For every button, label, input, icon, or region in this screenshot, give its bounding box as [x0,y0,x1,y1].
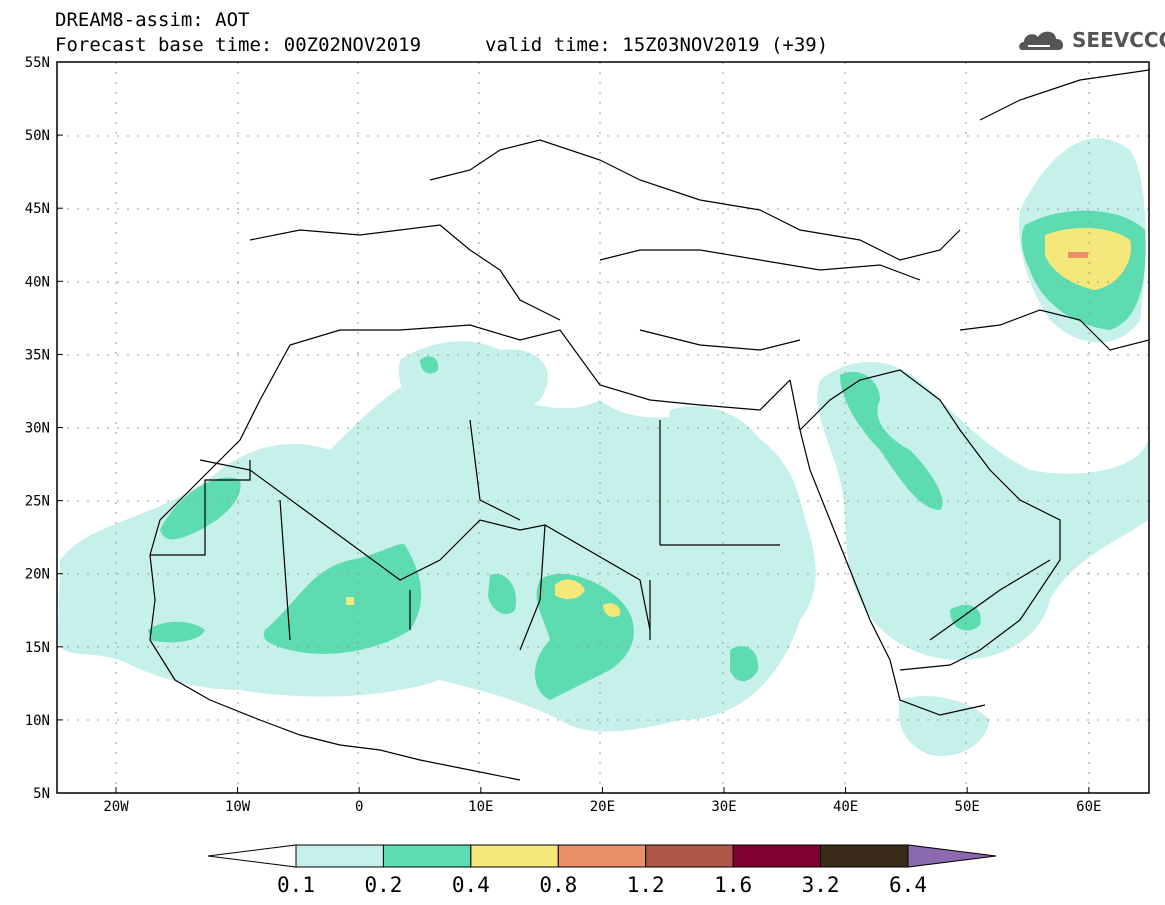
lat-label: 45N [25,201,50,217]
lon-label: 0 [355,799,363,815]
lon-label: 20E [590,799,615,815]
colorbar-label: 3.2 [802,873,840,897]
lat-label: 30N [25,421,50,437]
lon-label: 10E [468,799,493,815]
aot-region-light-levant [669,406,762,474]
cloud-logo-icon [1019,31,1064,50]
colorbar-band [820,844,909,868]
lon-label: 60E [1076,799,1101,815]
aot-region-high-chad-a [555,579,585,600]
aot-region-medium-sudan [730,646,759,682]
coastlines [149,69,1149,781]
colorbar-band [470,844,559,868]
lat-label: 10N [25,713,50,729]
colorbar-label: 1.2 [627,873,665,897]
lon-label: 30E [711,799,736,815]
aot-region-medium-west [160,477,241,540]
lon-label: 40E [833,799,858,815]
aot-region-veryhigh-aral [1068,252,1088,258]
lat-label: 50N [25,128,50,144]
aot-region-light-horn [898,696,990,756]
aot-region-medium-iraq [840,371,943,510]
colorbar-label: 6.4 [889,873,927,897]
aot-region-light-arabia [817,361,1148,660]
map-title: DREAM8-assim: AOT [55,9,250,31]
colorbar-under-triangle [207,844,297,868]
lat-label: 5N [33,786,50,802]
valid-time: valid time: 15Z03NOV2019 (+39) [485,34,829,56]
aot-region-medium-mali [263,543,422,654]
colorbar-label: 0.8 [539,873,577,897]
colorbar-over-triangle [907,844,997,868]
lat-label: 40N [25,274,50,290]
colorbar-band [295,844,384,868]
colorbar-label: 0.4 [452,873,490,897]
lat-label: 35N [25,347,50,363]
colorbar-band [732,844,822,868]
aot-region-high-mali [346,597,354,605]
colorbar-band [557,844,647,868]
aot-region-medium-oman [950,605,981,631]
aot-region-high-chad-b [603,603,621,617]
lat-label: 15N [25,640,50,656]
forecast-base-time: Forecast base time: 00Z02NOV2019 [55,34,422,56]
colorbar-band [645,844,734,868]
aot-region-medium-senegal [148,621,205,643]
aot-region-medium-tunisia [420,356,439,374]
colorbar-label: 0.2 [364,873,402,897]
lat-label: 25N [25,494,50,510]
aot-region-medium-niger [488,574,516,615]
aot-field [58,138,1148,756]
lat-label: 20N [25,567,50,583]
colorbar-label: 0.1 [277,873,315,897]
lat-label: 55N [25,55,50,71]
lon-label: 50E [955,799,980,815]
colorbar-band [382,844,472,868]
logo-text: SEEVCCC [1072,28,1165,52]
latitude-axis: 55N 50N 45N 40N 35N 30N 25N 20N 15N 10N 5N [25,55,63,802]
aot-region-high-aral [1045,228,1131,290]
colorbar-label: 1.6 [714,873,752,897]
lon-label: 20W [103,799,129,815]
longitude-axis: 20W 10W 0 10E 20E 30E 40E 50E 60E [103,787,1101,815]
lon-label: 10W [225,799,251,815]
